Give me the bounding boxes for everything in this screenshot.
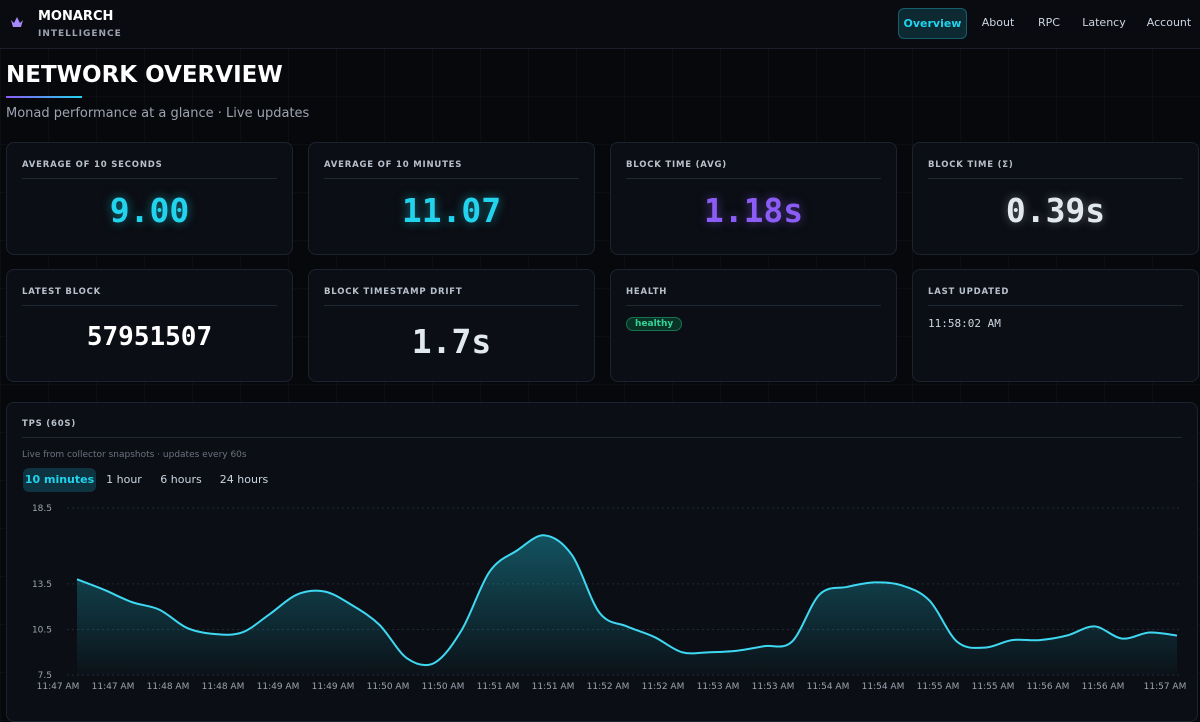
y-tick-label: 10.5 bbox=[32, 625, 52, 635]
card-label: BLOCK TIME (Σ) bbox=[928, 160, 1183, 179]
panel-title: TPS (60S) bbox=[22, 419, 1182, 438]
y-tick-label: 13.5 bbox=[32, 580, 52, 590]
card-value: 11.07 bbox=[401, 191, 502, 230]
x-tick-label: 11:54 AM bbox=[862, 682, 905, 692]
tagline: INTELLIGENCE bbox=[38, 29, 122, 39]
brand: MONARCH bbox=[38, 9, 114, 24]
card-label: LATEST BLOCK bbox=[22, 287, 277, 306]
nav-link[interactable]: Latency bbox=[1082, 16, 1126, 29]
x-tick-label: 11:53 AM bbox=[752, 682, 795, 692]
page-subtitle: Monad performance at a glance · Live upd… bbox=[6, 106, 310, 121]
nav-link[interactable]: RPC bbox=[1038, 16, 1060, 29]
range-button[interactable]: 10 minutes bbox=[23, 468, 96, 492]
logo bbox=[11, 17, 23, 27]
top-bar: MONARCH INTELLIGENCE Overview About RPC … bbox=[0, 0, 1200, 49]
x-tick-label: 11:52 AM bbox=[642, 682, 685, 692]
stat-card: BLOCK TIME (Σ) 0.39s bbox=[912, 142, 1199, 255]
y-tick-label: 7.5 bbox=[38, 671, 52, 681]
last-updated: 11:58:02 AM bbox=[928, 317, 1001, 330]
x-tick-label: 11:49 AM bbox=[257, 682, 300, 692]
x-tick-label: 11:50 AM bbox=[367, 682, 410, 692]
stat-card: AVERAGE OF 10 MINUTES 11.07 bbox=[308, 142, 595, 255]
x-tick-label: 11:48 AM bbox=[147, 682, 190, 692]
card-label: AVERAGE OF 10 SECONDS bbox=[22, 160, 277, 179]
stat-card: AVERAGE OF 10 SECONDS 9.00 bbox=[6, 142, 293, 255]
nav-link[interactable]: Overview bbox=[898, 8, 967, 39]
x-tick-label: 11:55 AM bbox=[972, 682, 1015, 692]
page-title: NETWORK OVERVIEW bbox=[6, 62, 283, 88]
card-label: AVERAGE OF 10 MINUTES bbox=[324, 160, 579, 179]
card-label: BLOCK TIMESTAMP DRIFT bbox=[324, 287, 579, 306]
x-tick-label: 11:51 AM bbox=[477, 682, 520, 692]
x-tick-label: 11:50 AM bbox=[422, 682, 465, 692]
range-button[interactable]: 24 hours bbox=[219, 473, 269, 486]
x-tick-label: 11:48 AM bbox=[202, 682, 245, 692]
range-button[interactable]: 1 hour bbox=[106, 473, 142, 486]
x-tick-label: 11:53 AM bbox=[697, 682, 740, 692]
title-underline bbox=[6, 96, 82, 98]
card-label: HEALTH bbox=[626, 287, 881, 306]
x-tick-label: 11:56 AM bbox=[1027, 682, 1070, 692]
y-tick-label: 18.5 bbox=[32, 504, 52, 514]
card-value: 0.39s bbox=[1005, 191, 1106, 230]
card-label: BLOCK TIME (AVG) bbox=[626, 160, 881, 179]
x-tick-label: 11:49 AM bbox=[312, 682, 355, 692]
x-tick-label: 11:47 AM bbox=[92, 682, 135, 692]
stat-card: LAST UPDATED 11:58:02 AM bbox=[912, 269, 1199, 382]
panel-note: Live from collector snapshots · updates … bbox=[22, 450, 247, 460]
stat-card: LATEST BLOCK 57951507 bbox=[6, 269, 293, 382]
card-label: LAST UPDATED bbox=[928, 287, 1183, 306]
x-tick-label: 11:56 AM bbox=[1082, 682, 1125, 692]
stat-card: BLOCK TIMESTAMP DRIFT 1.7s bbox=[308, 269, 595, 382]
line bbox=[76, 534, 1178, 667]
nav-link[interactable]: About bbox=[981, 16, 1015, 29]
range-button[interactable]: 6 hours bbox=[160, 473, 202, 486]
x-tick-label: 11:51 AM bbox=[532, 682, 575, 692]
x-tick-label: 11:52 AM bbox=[587, 682, 630, 692]
card-value: 1.7s bbox=[411, 322, 492, 361]
area bbox=[77, 535, 1177, 675]
card-value: 57951507 bbox=[86, 322, 213, 352]
x-tick-label: 11:57 AM bbox=[1144, 682, 1187, 692]
card-value: 9.00 bbox=[109, 191, 190, 230]
x-tick-label: 11:55 AM bbox=[917, 682, 960, 692]
x-tick-label: 11:47 AM bbox=[37, 682, 80, 692]
x-tick-label: 11:54 AM bbox=[807, 682, 850, 692]
card-value: 1.18s bbox=[703, 191, 804, 230]
nav-link[interactable]: Account bbox=[1146, 16, 1192, 29]
health-badge: healthy bbox=[626, 317, 683, 331]
stat-card: HEALTH healthy bbox=[610, 269, 897, 382]
stat-card: BLOCK TIME (AVG) 1.18s bbox=[610, 142, 897, 255]
